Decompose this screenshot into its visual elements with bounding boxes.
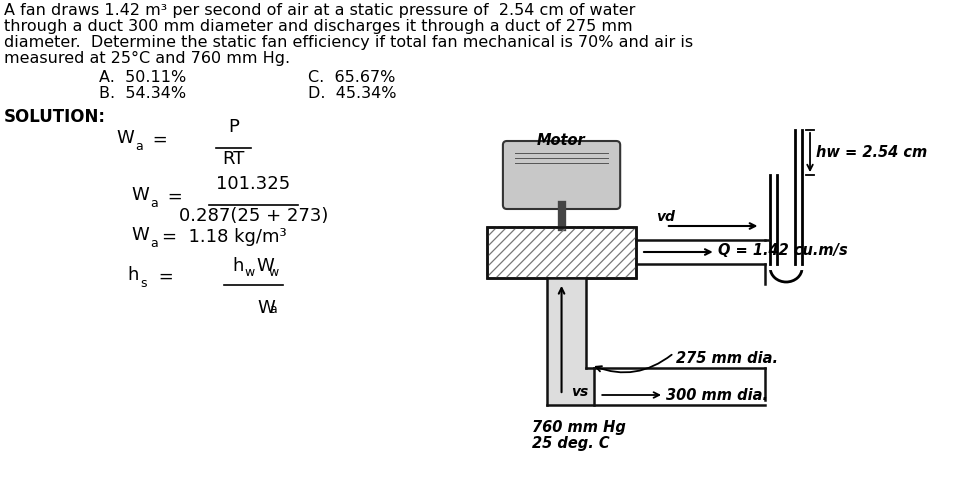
- Text: W: W: [256, 257, 274, 275]
- Text: diameter.  Determine the static fan efficiency if total fan mechanical is 70% an: diameter. Determine the static fan effic…: [4, 35, 693, 50]
- Text: vs: vs: [571, 385, 589, 399]
- Text: =: =: [162, 188, 183, 206]
- Text: w: w: [268, 266, 278, 279]
- Text: P: P: [228, 118, 239, 136]
- Text: W: W: [117, 129, 134, 147]
- Text: 275 mm dia.: 275 mm dia.: [676, 351, 778, 366]
- Text: RT: RT: [222, 150, 245, 168]
- Bar: [487, 227, 636, 278]
- Text: A.  50.11%: A. 50.11%: [100, 70, 187, 85]
- Text: vd: vd: [656, 210, 675, 224]
- FancyBboxPatch shape: [503, 141, 620, 209]
- Text: SOLUTION:: SOLUTION:: [4, 108, 106, 126]
- Text: =  1.18 kg/m³: = 1.18 kg/m³: [162, 228, 287, 246]
- Text: Motor: Motor: [537, 133, 586, 148]
- Text: measured at 25°C and 760 mm Hg.: measured at 25°C and 760 mm Hg.: [4, 51, 290, 66]
- Text: W: W: [131, 186, 149, 204]
- Text: through a duct 300 mm diameter and discharges it through a duct of 275 mm: through a duct 300 mm diameter and disch…: [4, 19, 633, 34]
- Text: 300 mm dia.: 300 mm dia.: [666, 387, 768, 402]
- Text: hw = 2.54 cm: hw = 2.54 cm: [816, 145, 927, 160]
- Text: h: h: [128, 266, 139, 284]
- Text: D.  45.34%: D. 45.34%: [308, 86, 396, 101]
- Text: 0.287(25 + 273): 0.287(25 + 273): [179, 207, 328, 225]
- Text: a: a: [150, 237, 158, 250]
- Text: a: a: [135, 140, 143, 153]
- Text: a: a: [269, 303, 278, 316]
- Text: C.  65.67%: C. 65.67%: [308, 70, 395, 85]
- Text: s: s: [140, 277, 146, 290]
- Text: h: h: [233, 257, 243, 275]
- Text: =: =: [153, 268, 174, 286]
- Text: 101.325: 101.325: [216, 175, 291, 193]
- Text: Q = 1.42 cu.m/s: Q = 1.42 cu.m/s: [718, 243, 847, 257]
- Text: 760 mm Hg: 760 mm Hg: [532, 420, 626, 435]
- Polygon shape: [546, 278, 594, 405]
- Text: =: =: [147, 131, 167, 149]
- Text: W: W: [257, 299, 276, 317]
- Text: A fan draws 1.42 m³ per second of air at a static pressure of  2.54 cm of water: A fan draws 1.42 m³ per second of air at…: [4, 3, 635, 18]
- Text: a: a: [150, 197, 158, 210]
- Bar: [487, 227, 636, 278]
- Text: W: W: [131, 226, 149, 244]
- Text: B.  54.34%: B. 54.34%: [100, 86, 187, 101]
- Text: w: w: [244, 266, 255, 279]
- Text: 25 deg. C: 25 deg. C: [532, 436, 610, 451]
